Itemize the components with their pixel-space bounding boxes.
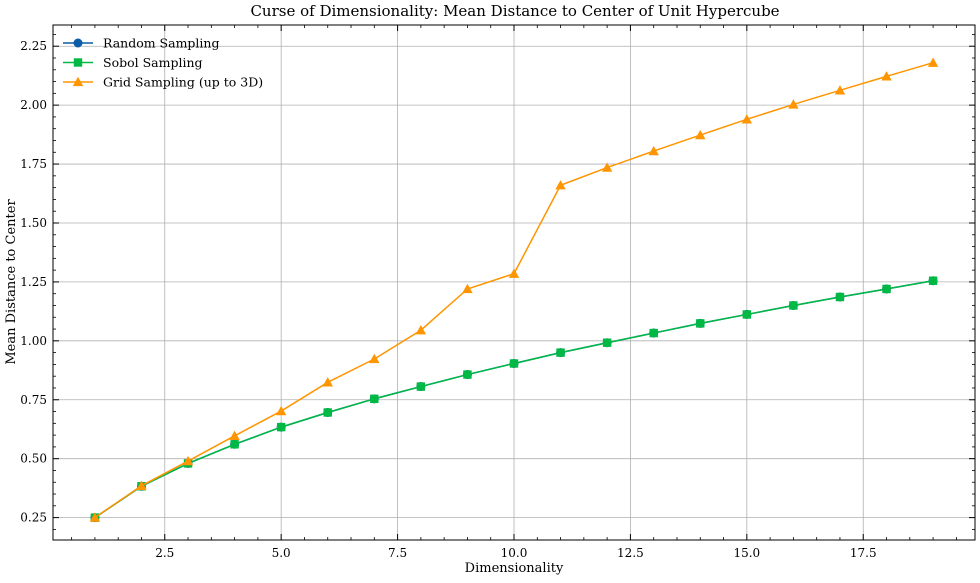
x-tick-label: 7.5 [388,546,407,560]
data-point [463,370,472,379]
axis-ticks: 2.5 5.0 7.5 10.0 12.5 15.0 17.5 0.25 0.50 0.75 1.0… [20,25,975,560]
y-tick-label: 0.75 [20,393,47,407]
data-point [742,310,752,319]
data-point [741,114,753,124]
data-point [462,283,473,294]
data-point [182,455,194,466]
legend-label: Random Sampling [103,36,219,51]
legend: Random Sampling Sobol Sampling Grid Sampli… [63,36,263,90]
data-point [834,85,846,95]
data-point [602,338,612,347]
legend-label: Grid Sampling (up to 3D) [103,75,263,90]
data-point [835,292,845,302]
gridlines [53,25,975,540]
y-tick-label: 2.00 [20,98,47,112]
data-point [230,440,239,449]
data-point [788,99,799,109]
y-tick-label: 0.50 [20,452,47,466]
data-point [369,353,380,364]
x-tick-label: 12.5 [617,546,644,560]
data-point [276,422,286,432]
data-point [556,348,565,357]
legend-marker [72,76,84,87]
x-tick-label: 2.5 [155,546,174,560]
data-point [789,301,798,310]
legend-entry: Random Sampling [63,36,219,51]
data-point [882,284,891,294]
data-point [927,57,939,67]
y-tick-label: 1.50 [20,216,47,230]
data-point [508,268,520,278]
data-point [695,129,706,140]
data-point [229,430,240,440]
data-point [322,377,333,387]
series-layer [89,57,939,523]
data-point [648,145,659,156]
data-point [555,180,566,190]
x-tick-label: 17.5 [850,546,877,560]
data-point [370,394,379,404]
legend-entry: Sobol Sampling [63,55,203,70]
data-point [601,162,613,172]
y-tick-label: 0.25 [20,511,47,525]
data-point [696,319,705,328]
legend-marker [73,58,83,67]
legend-entry: Grid Sampling (up to 3D) [63,75,263,90]
chart-title: Curse of Dimensionality: Mean Distance t… [250,2,779,20]
legend-label: Sobol Sampling [103,55,203,70]
y-tick-label: 1.25 [20,275,47,289]
x-tick-label: 10.0 [501,546,528,560]
data-point [416,382,426,391]
data-point [136,480,147,490]
data-point [928,276,938,285]
y-tick-label: 2.25 [20,39,47,53]
y-axis-label: Mean Distance to Center [4,199,19,365]
data-point [509,359,519,368]
x-tick-label: 5.0 [272,546,291,560]
x-tick-label: 15.0 [733,546,760,560]
legend-marker [73,38,83,48]
y-tick-label: 1.75 [20,157,47,171]
series-grid-sampling-up-to-3d [89,57,939,522]
data-point [415,325,427,335]
x-axis-label: Dimensionality [465,561,564,576]
data-point [649,328,658,338]
data-point [275,405,287,416]
data-point [881,71,892,81]
y-tick-label: 1.00 [20,334,47,348]
data-point [89,512,101,522]
data-point [323,408,332,417]
